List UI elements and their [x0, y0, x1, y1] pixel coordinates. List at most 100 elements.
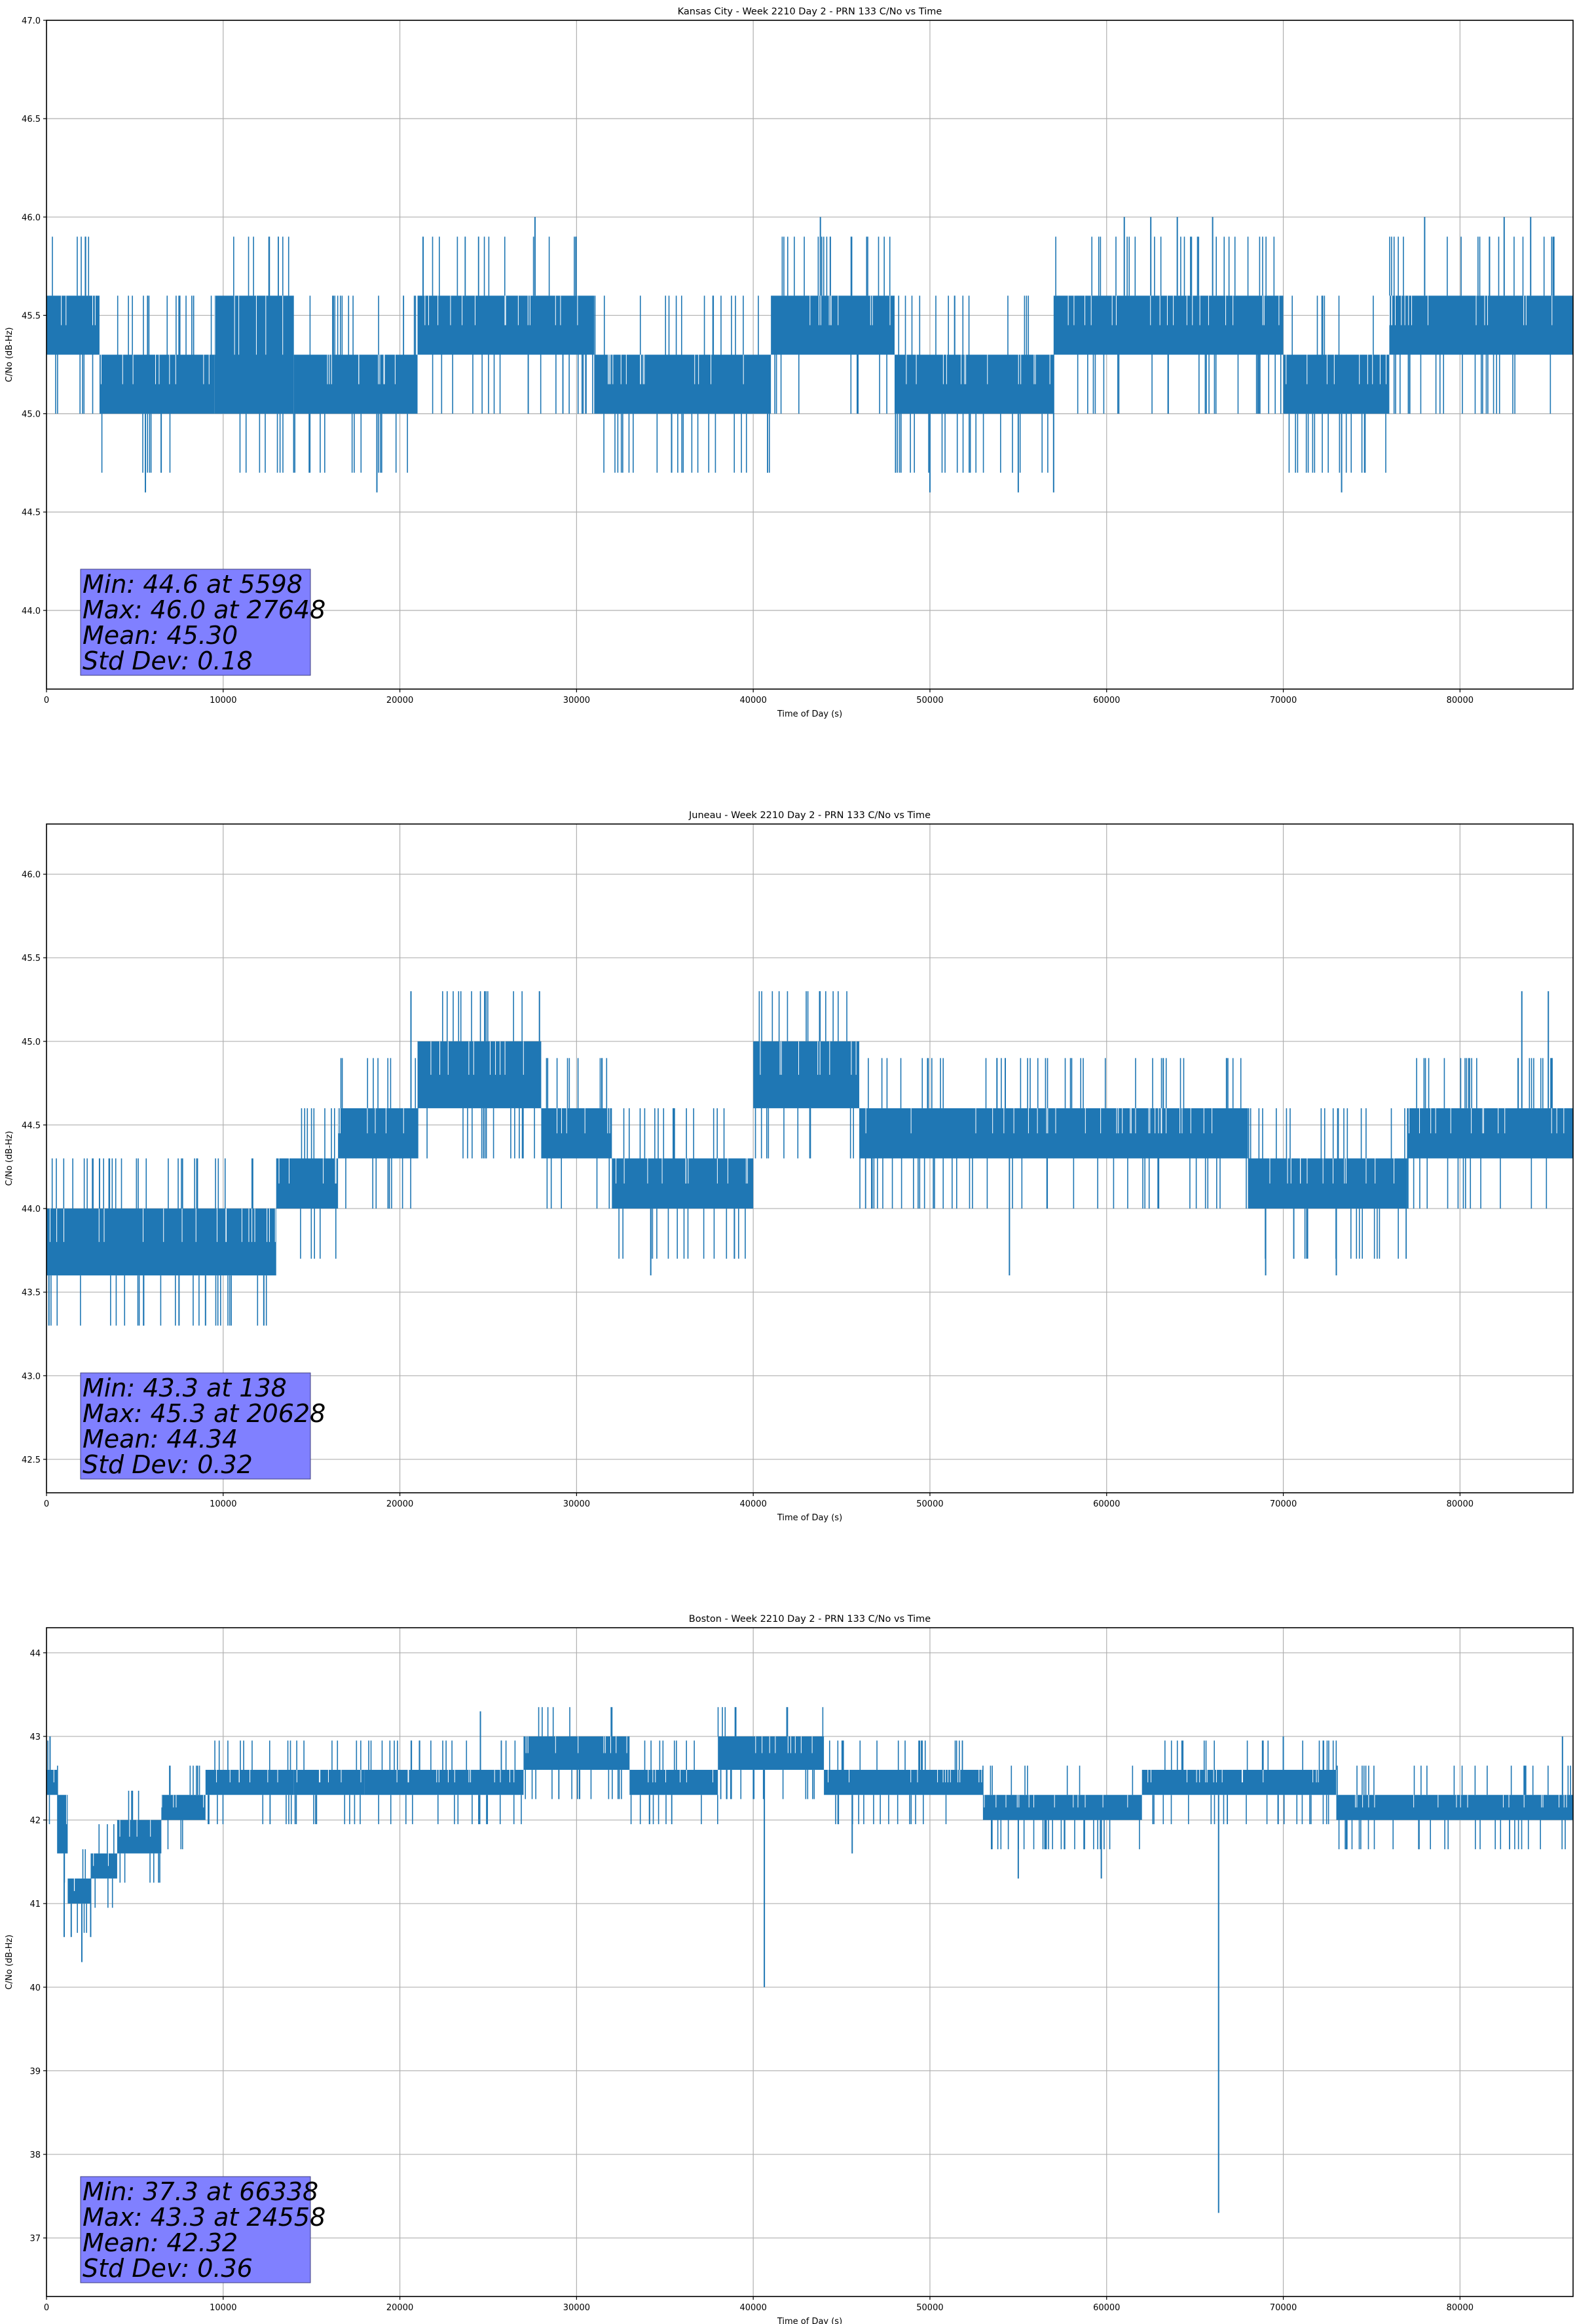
- y-tick-label: 43: [29, 1733, 41, 1742]
- data-band: [612, 1158, 754, 1209]
- x-tick-label: 0: [44, 2303, 49, 2313]
- data-band: [46, 295, 100, 355]
- x-tick-label: 70000: [1270, 1499, 1297, 1509]
- data-band: [753, 1041, 860, 1108]
- x-tick-label: 60000: [1093, 1499, 1120, 1509]
- x-tick-label: 40000: [739, 1499, 766, 1509]
- stats-std: Std Dev: 0.32: [83, 1450, 253, 1479]
- data-band: [46, 1769, 58, 1795]
- stats-box: [80, 1372, 311, 1480]
- series-line: [46, 217, 1573, 493]
- y-tick-label: 39: [29, 2067, 41, 2076]
- y-axis-label: C/No (dB-Hz): [5, 1935, 14, 1990]
- y-tick-label: 46.5: [22, 115, 41, 124]
- x-axis-label: Time of Day (s): [777, 1513, 842, 1523]
- y-tick-label: 41: [29, 1900, 41, 1909]
- data-band: [982, 1795, 1142, 1820]
- data-band: [57, 1795, 68, 1854]
- x-tick-label: 70000: [1270, 2303, 1297, 2313]
- x-tick-label: 20000: [386, 2303, 413, 2313]
- data-band: [594, 354, 771, 414]
- x-tick-label: 50000: [916, 2303, 943, 2313]
- x-tick-label: 10000: [210, 696, 236, 705]
- y-tick-label: 40: [29, 1983, 41, 1993]
- stats-std: Std Dev: 0.18: [83, 647, 253, 675]
- y-tick-label: 45.5: [22, 954, 41, 964]
- y-tick-label: 38: [29, 2150, 41, 2160]
- y-tick-label: 43.0: [22, 1372, 41, 1381]
- y-tick-label: 42.5: [22, 1455, 41, 1465]
- stats-mean: Mean: 42.32: [83, 2228, 238, 2257]
- chart-panel-2: 0 10000 20000 30000 40000 50000 60000 70000 8000…: [5, 810, 1574, 1523]
- chart-title: Juneau - Week 2210 Day 2 - PRN 133 C/No …: [688, 810, 931, 821]
- data-band: [718, 1736, 825, 1770]
- y-tick-label: 46.0: [22, 871, 41, 880]
- y-tick-label: 47.0: [22, 16, 41, 26]
- data-band: [293, 354, 418, 414]
- data-band: [1053, 295, 1284, 355]
- x-tick-label: 80000: [1447, 696, 1474, 705]
- axes-frame: [46, 823, 1574, 1493]
- data-band: [67, 1878, 91, 1904]
- data-band: [1389, 295, 1573, 355]
- stats-max: Max: 45.3 at 20628: [83, 1399, 325, 1428]
- stats-mean: Mean: 45.30: [83, 621, 238, 650]
- stats-box: [80, 569, 311, 676]
- y-axis-label: C/No (dB-Hz): [5, 328, 14, 383]
- data-band: [859, 1108, 1248, 1159]
- data-band: [46, 1209, 276, 1276]
- y-tick-label: 46.0: [22, 213, 41, 223]
- data-band: [1336, 1795, 1573, 1820]
- x-tick-label: 80000: [1447, 1499, 1474, 1509]
- stats-min: Min: 43.3 at 138: [83, 1374, 287, 1402]
- stats-box: [80, 2176, 311, 2283]
- stats-min: Min: 37.3 at 66338: [83, 2177, 318, 2206]
- data-band: [895, 354, 1054, 414]
- y-tick-label: 44: [29, 1649, 41, 1659]
- y-tick-label: 45.5: [22, 311, 41, 321]
- x-tick-label: 30000: [563, 696, 590, 705]
- y-tick-label: 44.5: [22, 508, 41, 518]
- y-tick-label: 45.0: [22, 1038, 41, 1047]
- series-line: [46, 991, 1573, 1326]
- x-tick-label: 80000: [1447, 2303, 1474, 2313]
- x-tick-label: 60000: [1093, 696, 1120, 705]
- y-tick-label: 45.0: [22, 410, 41, 420]
- stats-max: Max: 43.3 at 24558: [83, 2203, 325, 2232]
- data-band: [90, 1853, 117, 1879]
- x-tick-label: 30000: [563, 1499, 590, 1509]
- data-band: [824, 1769, 983, 1795]
- data-band: [629, 1769, 718, 1795]
- x-tick-label: 10000: [210, 1499, 236, 1509]
- y-axis-label: C/No (dB-Hz): [5, 1131, 14, 1186]
- chart-title: Boston - Week 2210 Day 2 - PRN 133 C/No …: [689, 1614, 931, 1624]
- x-tick-label: 50000: [916, 696, 943, 705]
- axes-frame: [46, 20, 1574, 690]
- data-band: [541, 1108, 612, 1159]
- x-tick-label: 10000: [210, 2303, 236, 2313]
- data-band: [214, 295, 294, 414]
- stats-max: Max: 46.0 at 27648: [83, 595, 325, 624]
- x-tick-label: 20000: [386, 1499, 413, 1509]
- data-band: [523, 1736, 630, 1770]
- data-band: [1407, 1108, 1573, 1159]
- y-tick-label: 44.0: [22, 607, 41, 616]
- x-tick-label: 40000: [739, 2303, 766, 2313]
- data-band: [1248, 1158, 1407, 1209]
- data-band: [771, 295, 895, 355]
- stats-min: Min: 44.6 at 5598: [83, 570, 303, 599]
- data-band: [161, 1795, 206, 1820]
- data-band: [293, 1769, 365, 1795]
- x-tick-label: 70000: [1270, 696, 1297, 705]
- chart-title: Kansas City - Week 2210 Day 2 - PRN 133 …: [678, 7, 942, 17]
- series-line: [46, 1707, 1573, 2213]
- axes-frame: [46, 1627, 1574, 2297]
- x-tick-label: 50000: [916, 1499, 943, 1509]
- y-tick-label: 37: [29, 2234, 41, 2244]
- stats-std: Std Dev: 0.36: [83, 2254, 253, 2283]
- x-tick-label: 30000: [563, 2303, 590, 2313]
- x-axis-label: Time of Day (s): [777, 709, 842, 719]
- x-tick-label: 0: [44, 1499, 49, 1509]
- data-band: [117, 1820, 162, 1854]
- y-tick-label: 42: [29, 1816, 41, 1826]
